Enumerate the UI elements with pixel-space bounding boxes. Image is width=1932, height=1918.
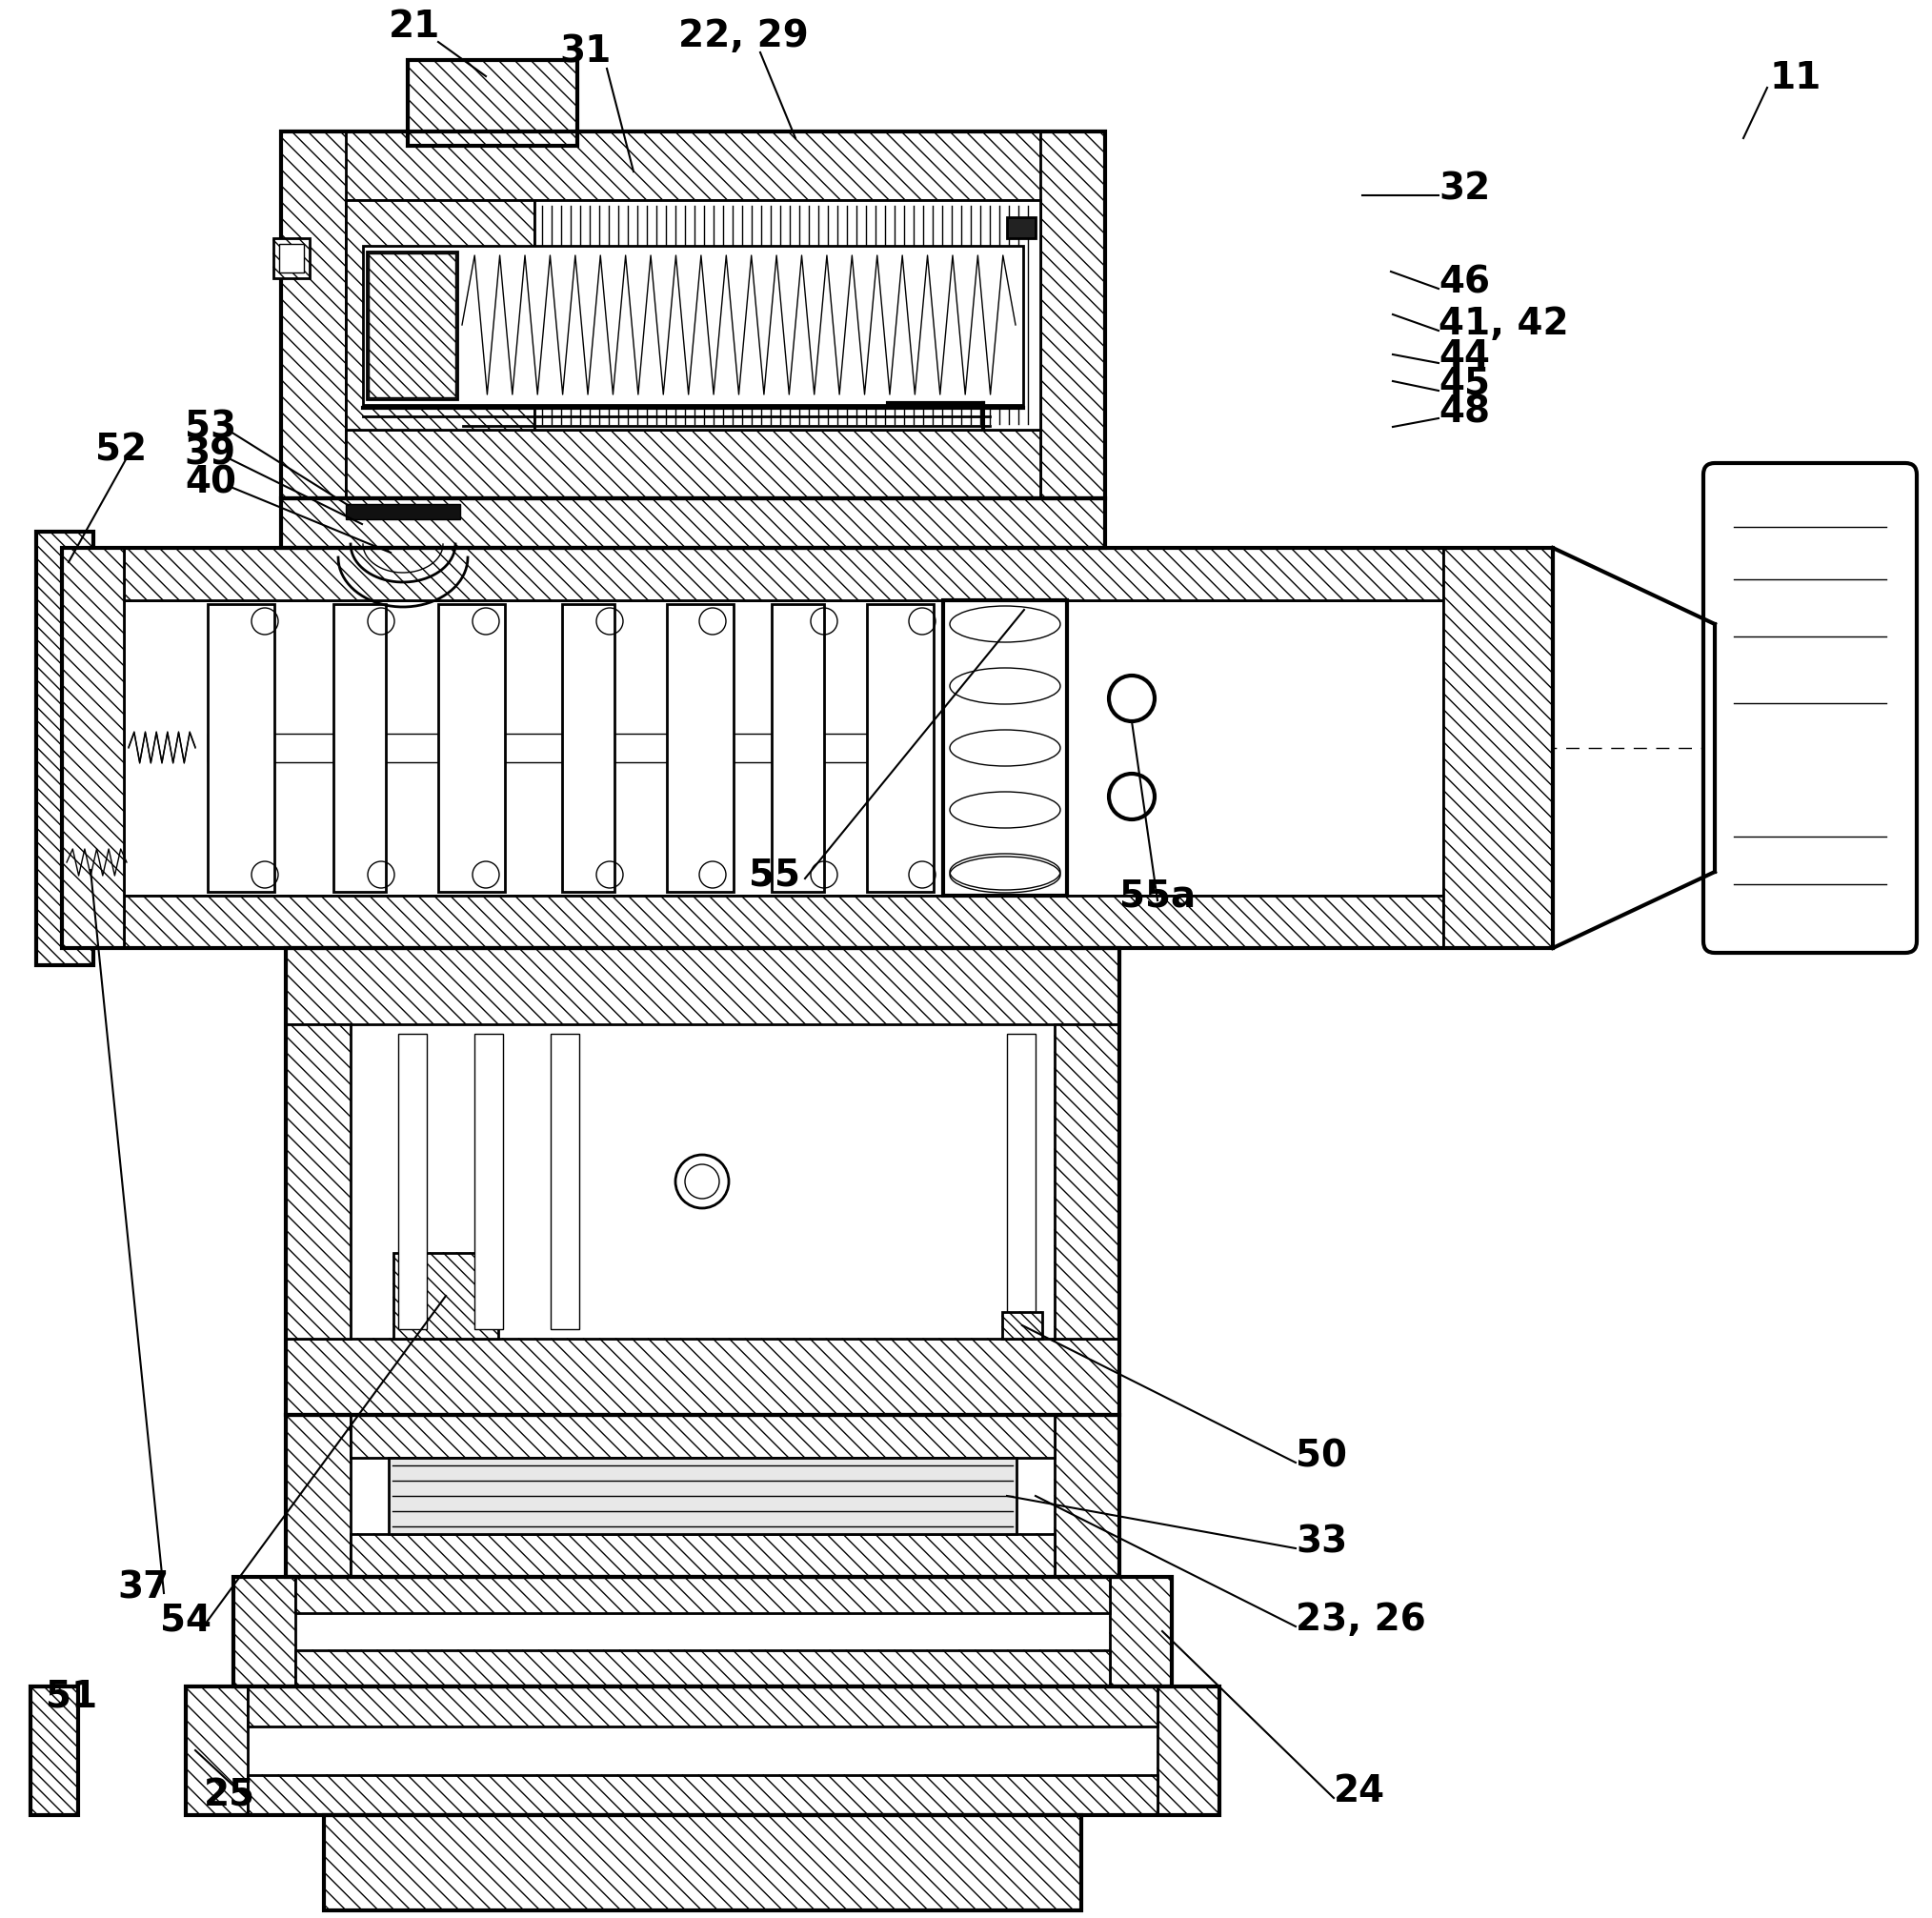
Bar	[398, 1034, 427, 1329]
Text: 44: 44	[1439, 338, 1490, 374]
Bar	[1007, 1034, 1036, 1329]
Bar	[62, 549, 124, 947]
Bar	[286, 1415, 350, 1577]
Bar	[439, 604, 504, 892]
Bar	[280, 132, 1105, 199]
Text: 22, 29: 22, 29	[678, 17, 808, 54]
Text: 45: 45	[1439, 366, 1490, 403]
Bar	[943, 600, 1066, 896]
Bar	[1055, 1415, 1119, 1577]
Bar	[771, 604, 825, 892]
Text: 54: 54	[160, 1602, 211, 1638]
Bar	[185, 1686, 247, 1814]
Bar	[207, 735, 895, 761]
Bar	[350, 1415, 1055, 1458]
Bar	[367, 251, 458, 399]
Text: 40: 40	[185, 464, 236, 501]
Bar	[346, 199, 1039, 430]
Bar	[1157, 1686, 1219, 1814]
Text: 21: 21	[388, 8, 440, 44]
Bar	[535, 199, 1039, 430]
Bar	[274, 238, 309, 278]
Text: 55a: 55a	[1119, 878, 1196, 913]
Bar	[346, 430, 1039, 499]
Bar	[350, 1534, 1055, 1577]
Text: 39: 39	[185, 437, 236, 472]
Bar	[31, 1686, 77, 1814]
Text: 31: 31	[560, 35, 612, 71]
Bar	[408, 59, 578, 146]
Bar	[234, 1577, 1173, 1686]
Bar	[1003, 1312, 1041, 1339]
Bar	[296, 1577, 1109, 1613]
Text: 23, 26: 23, 26	[1296, 1602, 1426, 1638]
Bar	[296, 1649, 1109, 1686]
Bar	[363, 246, 1024, 405]
Bar	[346, 504, 460, 520]
Bar	[280, 499, 1105, 549]
Bar	[278, 244, 303, 272]
FancyBboxPatch shape	[1704, 462, 1917, 953]
Bar	[1039, 132, 1105, 499]
Bar	[37, 531, 93, 965]
Bar	[286, 1024, 350, 1339]
Bar	[388, 1458, 1016, 1534]
Bar	[369, 253, 456, 397]
Text: 33: 33	[1296, 1523, 1347, 1559]
Bar	[551, 1034, 580, 1329]
Text: 50: 50	[1296, 1438, 1347, 1475]
Bar	[286, 1415, 1119, 1577]
Bar	[124, 600, 1443, 896]
Bar	[1055, 1024, 1119, 1339]
Bar	[280, 499, 1105, 549]
Bar	[185, 1686, 1219, 1814]
Bar	[286, 947, 1119, 1024]
Text: 46: 46	[1439, 265, 1490, 299]
Bar	[1109, 1577, 1173, 1686]
Text: 37: 37	[118, 1569, 170, 1605]
Text: 55: 55	[750, 857, 800, 892]
Bar	[62, 549, 1553, 947]
Bar	[325, 1814, 1082, 1910]
Bar	[667, 604, 734, 892]
Text: 53: 53	[185, 409, 236, 445]
Text: 11: 11	[1770, 59, 1822, 96]
Bar	[286, 947, 1119, 1415]
Text: 32: 32	[1439, 171, 1490, 207]
Bar	[280, 132, 346, 499]
Bar	[346, 199, 535, 430]
Bar	[247, 1686, 1157, 1726]
Bar	[1007, 217, 1036, 238]
Bar	[247, 1774, 1157, 1814]
Bar	[124, 549, 1443, 600]
Bar	[124, 896, 1443, 947]
Bar	[475, 1034, 502, 1329]
Text: 41, 42: 41, 42	[1439, 305, 1569, 341]
Bar	[234, 1577, 296, 1686]
Bar	[1443, 549, 1553, 947]
Text: 51: 51	[46, 1678, 97, 1715]
Text: 25: 25	[203, 1778, 255, 1814]
Bar	[562, 604, 614, 892]
Bar	[867, 604, 933, 892]
Bar	[207, 604, 274, 892]
Bar	[334, 604, 386, 892]
Bar	[394, 1252, 498, 1339]
Bar	[280, 132, 1105, 499]
Bar	[286, 1339, 1119, 1415]
Text: 52: 52	[95, 432, 147, 468]
Text: 48: 48	[1439, 393, 1490, 430]
Text: 24: 24	[1333, 1772, 1385, 1809]
